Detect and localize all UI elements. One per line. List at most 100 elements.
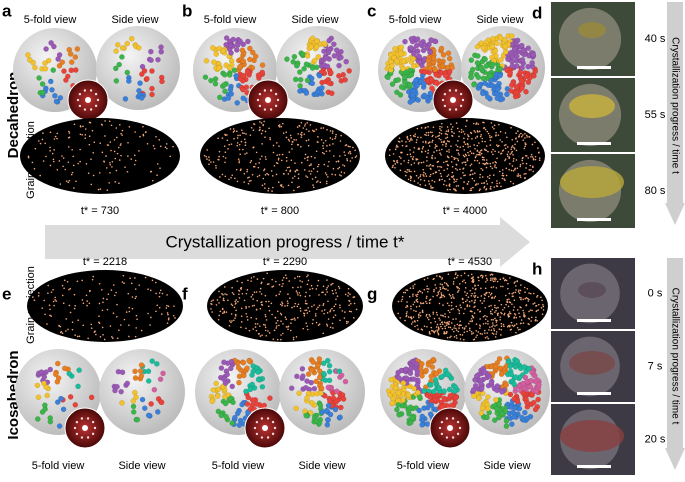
projection-dot	[417, 291, 420, 293]
crystal-atom	[114, 383, 120, 390]
projection-dot	[469, 164, 472, 167]
projection-dot	[464, 281, 467, 284]
projection-dot	[482, 275, 484, 277]
projection-dot	[481, 333, 483, 335]
crystal-atom	[233, 72, 239, 79]
crystal-atom	[507, 69, 514, 76]
diffraction-spot	[263, 89, 267, 92]
crystal-atom	[222, 400, 229, 407]
projection-dot	[479, 325, 482, 327]
projection-dot	[265, 158, 267, 160]
diffraction-spot	[451, 436, 455, 439]
projection-dot	[484, 148, 486, 151]
projection-dot	[288, 280, 291, 282]
crystal-atom	[391, 54, 397, 61]
projection-dot	[305, 139, 308, 142]
projection-dot	[219, 176, 221, 178]
projection-dot	[419, 290, 422, 293]
crystal-atom	[308, 43, 314, 50]
projection-dot	[491, 297, 493, 300]
projection-dot	[106, 189, 109, 191]
crystal-atom	[497, 65, 504, 72]
projection-dot	[470, 294, 473, 297]
crystal-atom	[259, 62, 266, 68]
projection-dot	[278, 153, 281, 156]
projection-dot	[110, 124, 113, 127]
projection-dot	[542, 309, 545, 311]
projection-dot	[528, 318, 531, 320]
projection-dot	[524, 132, 526, 135]
crystal-atom	[336, 368, 343, 375]
projection-dot	[95, 333, 97, 336]
projection-dot	[438, 178, 441, 181]
crystal-atom	[331, 53, 338, 59]
crystal-atom	[414, 82, 420, 89]
projection-dot	[272, 285, 275, 287]
projection-dot	[531, 156, 534, 158]
projection-dot	[130, 158, 133, 160]
view-label: 5-fold view	[204, 14, 257, 26]
projection-dot	[205, 156, 208, 158]
projection-dot	[406, 145, 408, 147]
projection-dot	[238, 289, 240, 292]
projection-dot	[253, 291, 256, 294]
time-label: 55 s	[645, 109, 666, 121]
projection-dot	[59, 325, 62, 328]
projection-dot	[406, 136, 408, 139]
projection-dot	[305, 175, 307, 177]
crystal-atom	[72, 54, 79, 60]
projection-dot	[322, 304, 324, 307]
crystal-atom	[451, 388, 458, 394]
scale-bar	[577, 218, 611, 221]
projection-dot	[515, 132, 517, 135]
crystal-atom	[52, 92, 58, 99]
projection-dot	[331, 138, 334, 141]
projection-dot	[273, 164, 276, 167]
projection-dot	[264, 329, 267, 332]
projection-dot	[412, 287, 415, 289]
crystal-atom	[427, 49, 433, 56]
projection-dot	[414, 325, 416, 328]
crystal-atom	[240, 95, 247, 101]
crystal-atom	[408, 45, 414, 51]
projection-dot	[449, 336, 451, 339]
projection-dot	[227, 299, 229, 302]
projection-dot	[464, 161, 467, 164]
projection-dot	[542, 304, 544, 306]
projection-dot	[158, 306, 161, 309]
projection-dot	[461, 327, 464, 329]
projection-dot	[128, 324, 130, 326]
projection-dot	[278, 293, 281, 296]
projection-dot	[407, 316, 410, 318]
projection-dot	[406, 289, 409, 292]
diffraction-spot	[458, 426, 462, 430]
crystal-atom	[222, 88, 228, 95]
projection-dot	[495, 144, 498, 146]
projection-dot	[113, 294, 116, 297]
projection-dot	[349, 145, 351, 148]
projection-dot	[314, 176, 317, 179]
projection-dot	[328, 160, 330, 163]
projection-dot	[445, 145, 447, 147]
projection-dot	[282, 332, 284, 335]
projection-dot	[429, 131, 432, 133]
projection-dot	[481, 137, 484, 140]
projection-dot	[417, 313, 420, 316]
projection-dot	[305, 322, 308, 325]
projection-dot	[440, 166, 443, 168]
crystal-atom	[488, 379, 495, 386]
projection-dot	[427, 318, 430, 321]
projection-dot	[512, 154, 514, 156]
projection-dot	[147, 312, 149, 315]
projection-dot	[39, 174, 41, 177]
projection-dot	[285, 131, 288, 134]
projection-dot	[296, 292, 299, 294]
projection-dot	[523, 173, 525, 175]
projection-dot	[229, 128, 232, 130]
crystal-atom	[135, 44, 142, 51]
projection-dot	[440, 292, 443, 294]
projection-dot	[424, 133, 426, 136]
projection-dot	[479, 176, 481, 179]
diffraction-spot	[78, 92, 82, 96]
projection-dot	[442, 141, 445, 143]
